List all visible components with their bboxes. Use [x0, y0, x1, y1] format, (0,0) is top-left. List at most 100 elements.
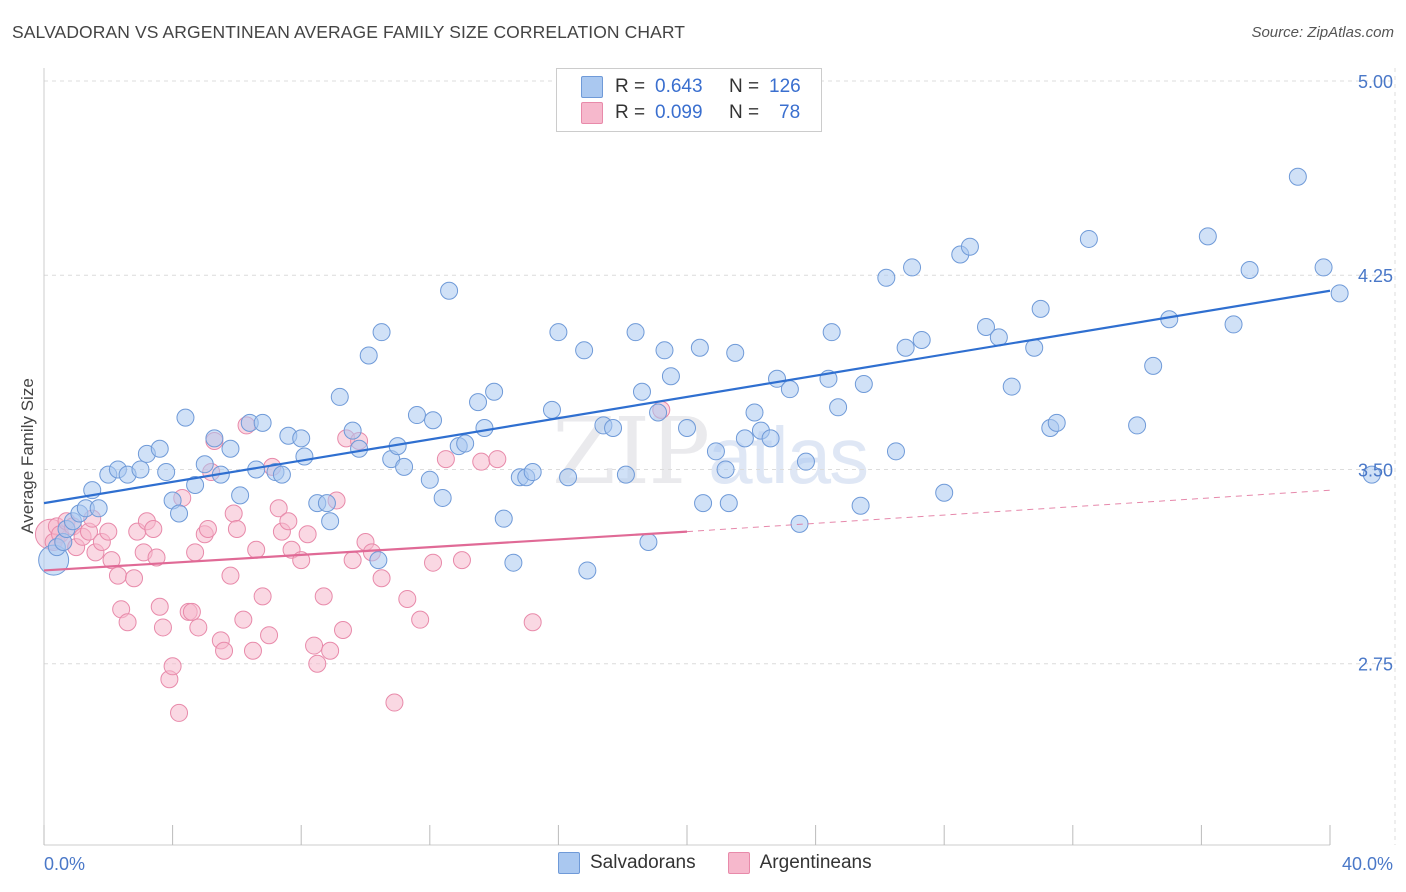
- data-point: [195, 455, 214, 474]
- data-point: [314, 587, 333, 606]
- data-point: [935, 483, 954, 502]
- salvadorans-points: [38, 167, 1381, 580]
- data-point: [298, 525, 317, 544]
- data-point: [716, 460, 735, 479]
- axis-labels: 2.75 3.50 4.25 5.00 0.0% 40.0% Average Family …: [18, 72, 1393, 874]
- data-point: [780, 380, 799, 399]
- data-point: [1079, 229, 1098, 248]
- legend-swatch-pink: [581, 102, 603, 124]
- data-point: [224, 504, 243, 523]
- data-point: [440, 281, 459, 300]
- data-point: [578, 561, 597, 580]
- data-point: [436, 450, 455, 469]
- data-point: [131, 460, 150, 479]
- data-point: [269, 499, 288, 518]
- data-point: [1025, 338, 1044, 357]
- data-point: [350, 439, 369, 458]
- data-point: [796, 452, 815, 471]
- data-point: [903, 258, 922, 277]
- data-point: [170, 504, 189, 523]
- data-point: [452, 551, 471, 570]
- legend-r-value: 0.643: [655, 76, 703, 97]
- data-point: [343, 551, 362, 570]
- data-point: [494, 509, 513, 528]
- data-point: [1198, 227, 1217, 246]
- data-point: [912, 330, 931, 349]
- data-point: [549, 323, 568, 342]
- data-point: [99, 522, 118, 541]
- data-point: [1128, 416, 1147, 435]
- series-legend: Salvadorans Argentineans: [558, 852, 904, 874]
- data-point: [886, 442, 905, 461]
- series-legend-argentineans[interactable]: Argentineans: [727, 852, 872, 874]
- legend-swatch-blue: [581, 76, 603, 98]
- data-point: [170, 703, 189, 722]
- source-label: Source: ZipAtlas.com: [1251, 24, 1394, 41]
- data-point: [472, 452, 491, 471]
- series-swatch-blue: [558, 852, 580, 874]
- data-point: [960, 237, 979, 256]
- data-point: [761, 429, 780, 448]
- data-point: [485, 382, 504, 401]
- series-label: Argentineans: [759, 852, 872, 873]
- data-point: [227, 520, 246, 539]
- data-point: [639, 532, 658, 551]
- legend-r-value: 0.099: [655, 102, 703, 123]
- data-point: [118, 613, 137, 632]
- data-point: [125, 569, 144, 588]
- data-point: [372, 323, 391, 342]
- data-point: [542, 400, 561, 419]
- data-point: [308, 654, 327, 673]
- data-point: [385, 693, 404, 712]
- data-point: [976, 318, 995, 336]
- legend-r-label: R =: [615, 76, 646, 97]
- series-swatch-pink: [727, 852, 750, 874]
- argentineans-trend-extension: [686, 489, 1331, 533]
- data-point: [829, 398, 848, 417]
- data-point: [150, 439, 169, 458]
- data-point: [176, 408, 195, 427]
- series-legend-salvadorans[interactable]: Salvadorans: [558, 852, 696, 874]
- data-point: [398, 589, 417, 608]
- data-point: [157, 463, 176, 482]
- data-point: [243, 641, 262, 660]
- argentineans-trend-line: [43, 530, 688, 572]
- data-point: [851, 496, 870, 515]
- data-point: [253, 413, 272, 432]
- y-tick-label: 3.50: [1358, 460, 1393, 480]
- data-point: [253, 587, 272, 606]
- data-point: [189, 618, 208, 637]
- y-axis-title: Average Family Size: [18, 378, 37, 534]
- legend-n-value: 78: [779, 102, 801, 123]
- data-point: [1047, 413, 1066, 432]
- data-point: [706, 442, 725, 461]
- legend-r-label: R =: [615, 102, 646, 123]
- data-point: [182, 602, 201, 621]
- data-point: [395, 457, 414, 476]
- data-point: [424, 411, 443, 430]
- data-point: [735, 429, 754, 448]
- stats-legend: R = 0.643 N = 126 R = 0.099 N = 78: [556, 68, 822, 132]
- watermark: ZIPatlas: [552, 398, 869, 505]
- data-point: [1362, 465, 1381, 484]
- data-point: [407, 406, 426, 425]
- data-point: [108, 566, 127, 585]
- salvadorans-trend-line: [43, 289, 1331, 505]
- data-point: [333, 621, 352, 640]
- data-point: [231, 486, 250, 505]
- trend-lines: [43, 289, 1331, 572]
- data-point: [1224, 315, 1243, 334]
- watermark-atlas: atlas: [708, 411, 869, 500]
- y-tick-label: 4.25: [1358, 266, 1393, 286]
- data-point: [144, 520, 163, 539]
- data-point: [469, 393, 488, 412]
- chart-title: SALVADORAN VS ARGENTINEAN AVERAGE FAMILY…: [12, 22, 686, 42]
- data-point: [221, 439, 240, 458]
- data-point: [343, 421, 362, 440]
- data-point: [661, 367, 680, 386]
- data-point: [221, 566, 240, 585]
- data-point: [89, 499, 108, 518]
- data-point: [678, 419, 696, 438]
- data-point: [726, 343, 745, 362]
